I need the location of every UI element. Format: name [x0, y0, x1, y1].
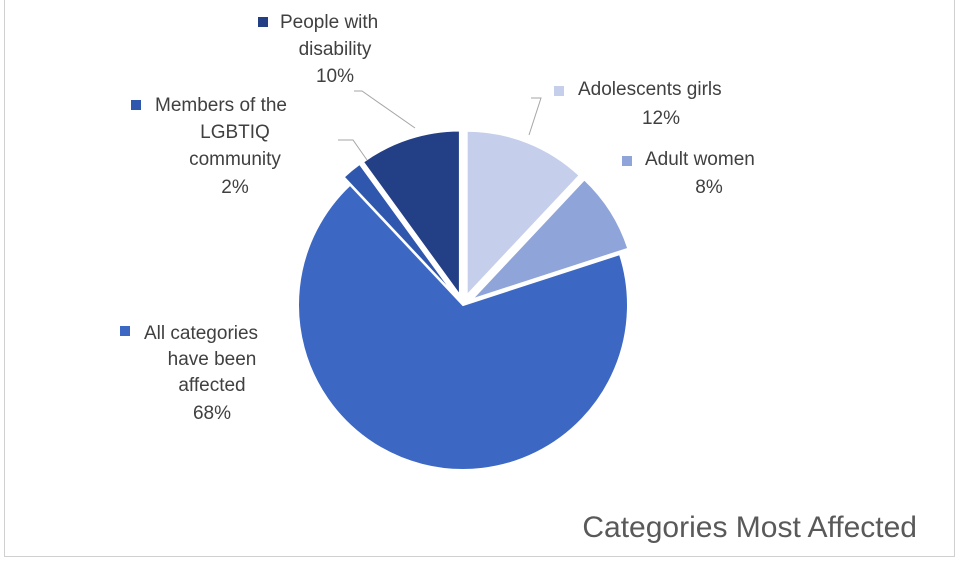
leader-line: [354, 90, 416, 129]
pie-slice-all-categories-have-been-affected: [297, 183, 629, 471]
slice-value-label: 10%: [316, 66, 354, 87]
slice-label: Adult women: [645, 149, 755, 170]
slice-value-label: 68%: [193, 403, 231, 424]
slice-label: LGBTIQ: [200, 122, 270, 143]
legend-key: [258, 17, 268, 27]
pie-slice-people-with-disability: [361, 129, 461, 299]
legend-key: [131, 100, 141, 110]
chart-title: Categories Most Affected: [582, 511, 917, 544]
slice-label: Members of the: [155, 95, 287, 116]
slice-label: community: [189, 149, 281, 170]
slice-value-label: 12%: [642, 108, 680, 129]
slice-value-label: 2%: [221, 177, 249, 198]
chart-frame: Adolescents girls 12% Adult women 8% All cat…: [4, 0, 955, 557]
slice-label: affected: [178, 375, 245, 396]
leader-line: [338, 139, 368, 161]
leader-lines: [338, 90, 542, 161]
pie-slice-adult-women: [470, 177, 630, 301]
pie-chart: Adolescents girls 12% Adult women 8% All cat…: [120, 12, 917, 544]
pie-slices: [297, 129, 630, 471]
slice-label: People with: [280, 12, 378, 33]
slice-value-label: 8%: [695, 177, 723, 198]
pie-slice-members-of-the-lgbtiq-community: [342, 162, 458, 298]
pie-slice-adolescents-girls: [465, 129, 582, 299]
slice-labels: Adolescents girls 12% Adult women 8% All cat…: [120, 12, 755, 424]
legend-key: [120, 326, 130, 336]
slice-label: have been: [168, 349, 257, 370]
leader-line: [528, 97, 542, 136]
slice-label: All categories: [144, 323, 258, 344]
slice-label: disability: [299, 39, 372, 60]
legend-key: [622, 156, 632, 166]
slice-label: Adolescents girls: [578, 79, 722, 100]
legend-key: [554, 86, 564, 96]
